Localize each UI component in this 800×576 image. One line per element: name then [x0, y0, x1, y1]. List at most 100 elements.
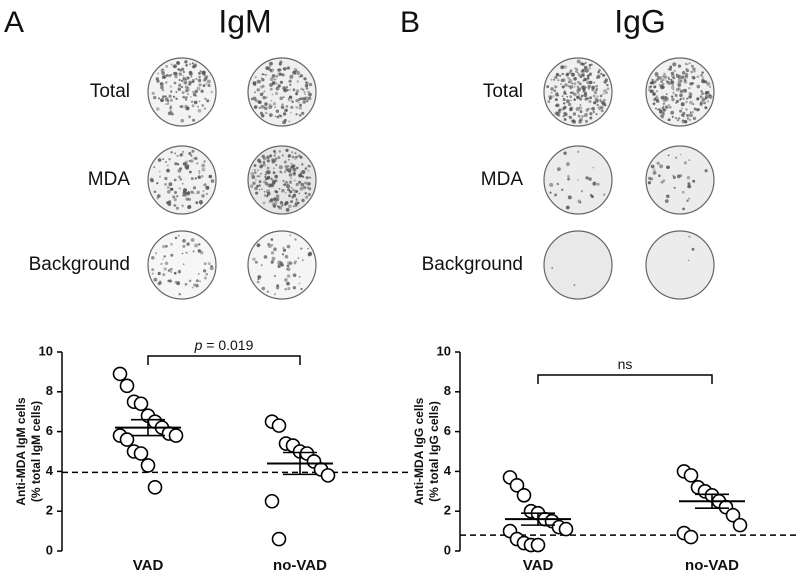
- spot: [261, 105, 265, 109]
- spot: [578, 82, 582, 86]
- spot: [195, 284, 199, 288]
- spot: [569, 84, 574, 89]
- spot: [652, 92, 656, 96]
- spot: [647, 88, 651, 92]
- spot: [199, 250, 204, 255]
- spot: [658, 174, 661, 178]
- spot: [273, 78, 276, 81]
- spot: [198, 170, 201, 173]
- spot: [266, 189, 270, 194]
- spot: [660, 80, 663, 83]
- spot: [196, 86, 201, 91]
- spot: [270, 238, 274, 241]
- well-image: [543, 230, 613, 300]
- spot: [299, 97, 302, 100]
- spot: [672, 62, 677, 67]
- spot: [678, 117, 681, 120]
- spot: [308, 92, 312, 97]
- row-label: MDA: [88, 169, 131, 190]
- spot: [562, 115, 565, 118]
- spot: [198, 243, 201, 246]
- spot: [285, 148, 289, 152]
- spot: [173, 179, 176, 181]
- spot: [689, 100, 693, 105]
- spot: [580, 94, 584, 98]
- spot: [258, 175, 261, 178]
- spot: [298, 282, 301, 285]
- spot: [203, 107, 207, 110]
- spot: [188, 70, 193, 75]
- spot: [589, 80, 593, 85]
- spot: [191, 149, 195, 153]
- spot: [157, 72, 160, 75]
- spot: [176, 281, 181, 286]
- spot: [292, 193, 297, 198]
- spot: [585, 176, 589, 180]
- spot: [261, 84, 265, 88]
- spot: [180, 105, 184, 109]
- spot: [196, 190, 200, 194]
- spot: [648, 85, 652, 89]
- spot: [184, 60, 188, 64]
- spot: [696, 84, 701, 89]
- spot: [181, 204, 184, 207]
- spot: [706, 92, 708, 95]
- spot: [559, 83, 563, 86]
- spot: [196, 162, 199, 165]
- spot: [180, 85, 184, 89]
- spot: [294, 238, 297, 241]
- y-tick-label: 4: [444, 463, 452, 478]
- spot: [159, 82, 164, 87]
- annotation-text: ns: [618, 356, 633, 372]
- spot: [685, 100, 688, 104]
- spot: [662, 102, 666, 106]
- spot: [552, 95, 555, 98]
- spot: [256, 79, 261, 84]
- spot: [586, 80, 591, 85]
- spot: [691, 82, 695, 85]
- spot: [157, 194, 161, 198]
- spot: [182, 95, 186, 99]
- spot: [585, 112, 588, 115]
- spot: [273, 150, 276, 153]
- spot: [262, 201, 266, 205]
- spot: [294, 260, 298, 264]
- spot: [579, 97, 583, 101]
- spot: [299, 174, 303, 178]
- spot: [162, 244, 166, 249]
- spot: [160, 262, 163, 266]
- spot: [680, 75, 685, 80]
- well-image: [147, 145, 217, 215]
- spot: [292, 167, 297, 172]
- spot: [178, 293, 181, 296]
- spot: [579, 104, 582, 106]
- spot: [691, 75, 696, 80]
- spot: [263, 90, 266, 93]
- spot: [656, 77, 660, 81]
- spot: [255, 191, 259, 195]
- spot: [682, 207, 685, 211]
- spot: [679, 174, 683, 177]
- spot: [163, 267, 167, 271]
- spot: [172, 95, 176, 98]
- spot: [261, 286, 266, 291]
- y-tick-label: 8: [444, 383, 451, 398]
- spot: [151, 91, 155, 95]
- spot: [578, 93, 580, 96]
- spot: [176, 154, 179, 157]
- spot: [176, 61, 180, 65]
- spot: [566, 96, 568, 98]
- spot: [688, 159, 691, 161]
- spot: [670, 95, 674, 98]
- y-tick-label: 10: [437, 343, 451, 358]
- spot: [180, 118, 184, 123]
- spot: [557, 79, 560, 82]
- spot: [156, 197, 159, 200]
- spot: [704, 93, 707, 95]
- spot: [304, 84, 309, 88]
- spot: [253, 105, 258, 109]
- spot: [198, 75, 201, 79]
- spot: [556, 182, 559, 186]
- spot: [575, 69, 579, 73]
- spot: [605, 91, 608, 94]
